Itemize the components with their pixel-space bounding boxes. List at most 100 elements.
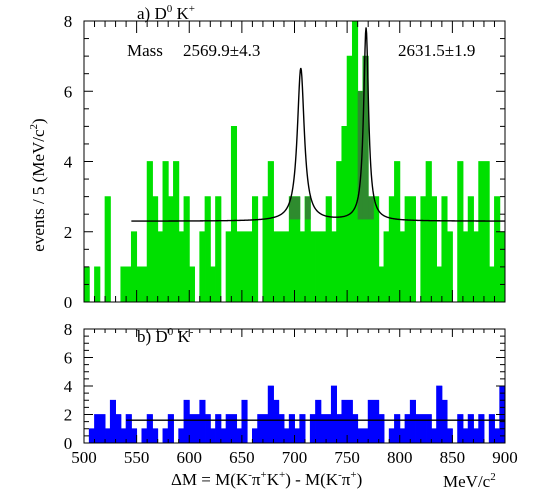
histogram-bar xyxy=(399,231,406,302)
histogram-bar xyxy=(336,161,343,302)
histogram-bar xyxy=(299,414,306,443)
histogram-outline xyxy=(84,385,506,444)
x-tick-label: 850 xyxy=(440,448,466,467)
histogram-bar xyxy=(178,428,185,443)
histogram-bar xyxy=(231,414,238,443)
histogram-bar xyxy=(168,196,174,302)
x-tick-label: 550 xyxy=(124,448,150,467)
histogram-bar xyxy=(489,266,495,302)
histogram-bar xyxy=(231,126,238,302)
y-tick-label: 0 xyxy=(64,434,73,453)
histogram-bar xyxy=(273,400,280,443)
histogram-bar xyxy=(131,428,138,443)
panel-b: 0 2 4 6 8 500 550 600 650 700 750 800 850 900 b) D0 K… xyxy=(64,320,518,491)
histogram-bar xyxy=(241,400,248,443)
histogram-bar xyxy=(115,414,122,443)
panel-b-ticks: 0 2 4 6 8 500 550 600 650 700 750 800 850 900 xyxy=(64,320,518,467)
histogram-bar xyxy=(299,231,306,302)
panel-b-label: b) D0 K- xyxy=(137,326,194,346)
histogram-bar xyxy=(236,428,243,443)
histogram-bar xyxy=(336,414,343,443)
histogram-bar xyxy=(420,414,427,443)
histogram-bar xyxy=(468,196,474,302)
histogram-bar xyxy=(310,231,316,302)
y-tick-label: 4 xyxy=(64,377,73,396)
histogram-bar xyxy=(162,428,169,443)
histogram-bar xyxy=(205,196,211,302)
annotation-peak2-mass: 2631.5±1.9 xyxy=(398,41,475,60)
histogram-bar xyxy=(178,231,185,302)
histogram-bar xyxy=(278,231,285,302)
histogram-bar xyxy=(294,196,301,302)
x-tick-label: 500 xyxy=(71,448,97,467)
panel-b-histogram xyxy=(84,385,506,444)
histogram-bar xyxy=(320,414,327,443)
histogram-bar xyxy=(494,428,501,443)
panel-a: 0 2 4 6 8 a) D0 K+ Mass 2569.9±4.3 2631.5±1.… xyxy=(28,3,506,312)
histogram-bar xyxy=(199,400,206,443)
x-tick-label: 700 xyxy=(282,448,308,467)
histogram-bar xyxy=(389,196,395,302)
histogram-bar xyxy=(331,231,337,302)
histogram-bar xyxy=(94,414,101,443)
histogram-bar xyxy=(341,126,348,302)
histogram-bar xyxy=(305,196,311,302)
histogram-bar xyxy=(205,414,211,443)
histogram-bar xyxy=(489,414,495,443)
histogram-bar xyxy=(462,231,469,302)
histogram-bar xyxy=(241,231,248,302)
panel-a-ticks: 0 2 4 6 8 xyxy=(64,12,506,312)
annotation-mass: Mass xyxy=(127,41,163,60)
histogram-bar xyxy=(105,196,111,302)
histogram-bar xyxy=(94,266,101,302)
histogram-bar xyxy=(447,428,453,443)
histogram-bar xyxy=(373,400,380,443)
histogram-bar xyxy=(152,196,159,302)
histogram-bar xyxy=(152,428,159,443)
y-tick-label: 6 xyxy=(64,82,73,101)
histogram-bar xyxy=(294,428,301,443)
y-tick-label: 4 xyxy=(64,153,73,172)
histogram-bar xyxy=(189,266,195,302)
histogram-bar xyxy=(347,56,353,302)
histogram-bar xyxy=(120,428,127,443)
y-tick-label: 0 xyxy=(64,293,73,312)
x-tick-label: 900 xyxy=(492,448,518,467)
x-tick-label: 650 xyxy=(229,448,255,467)
histogram-bar xyxy=(378,266,385,302)
histogram-bar xyxy=(441,196,448,302)
histogram-bar xyxy=(268,161,274,302)
histogram-bar xyxy=(226,414,232,443)
histogram-bar xyxy=(426,414,432,443)
histogram-bar xyxy=(326,414,332,443)
signal-bar xyxy=(294,196,301,220)
histogram-bar xyxy=(283,428,290,443)
histogram-bar xyxy=(494,196,501,302)
histogram-bar xyxy=(310,414,316,443)
histogram-bar xyxy=(136,266,143,302)
histogram-bar xyxy=(394,414,401,443)
histogram-bar xyxy=(478,414,485,443)
histogram-bar xyxy=(262,196,269,302)
signal-bar xyxy=(305,196,311,220)
histogram-bar xyxy=(341,400,348,443)
histogram-bar xyxy=(483,161,490,302)
x-tick-label: 750 xyxy=(334,448,360,467)
histogram-bar xyxy=(457,161,464,302)
histogram-bar xyxy=(183,400,190,443)
panel-a-signal-bars xyxy=(289,56,374,220)
histogram-bar xyxy=(247,231,253,302)
histogram-bar xyxy=(157,231,164,302)
y-axis-label: events / 5 (MeV/c2) xyxy=(28,118,48,251)
histogram-bar xyxy=(457,414,464,443)
histogram-bar xyxy=(352,21,359,302)
signal-bar xyxy=(289,196,295,220)
histogram-bar xyxy=(415,414,422,443)
y-tick-label: 8 xyxy=(64,12,73,31)
histogram-bar xyxy=(168,414,174,443)
histogram-bar xyxy=(447,231,453,302)
histogram-bar xyxy=(383,231,390,302)
panel-a-label: a) D0 K+ xyxy=(137,3,195,23)
x-tick-label: 800 xyxy=(387,448,413,467)
histogram-bar xyxy=(89,428,95,443)
